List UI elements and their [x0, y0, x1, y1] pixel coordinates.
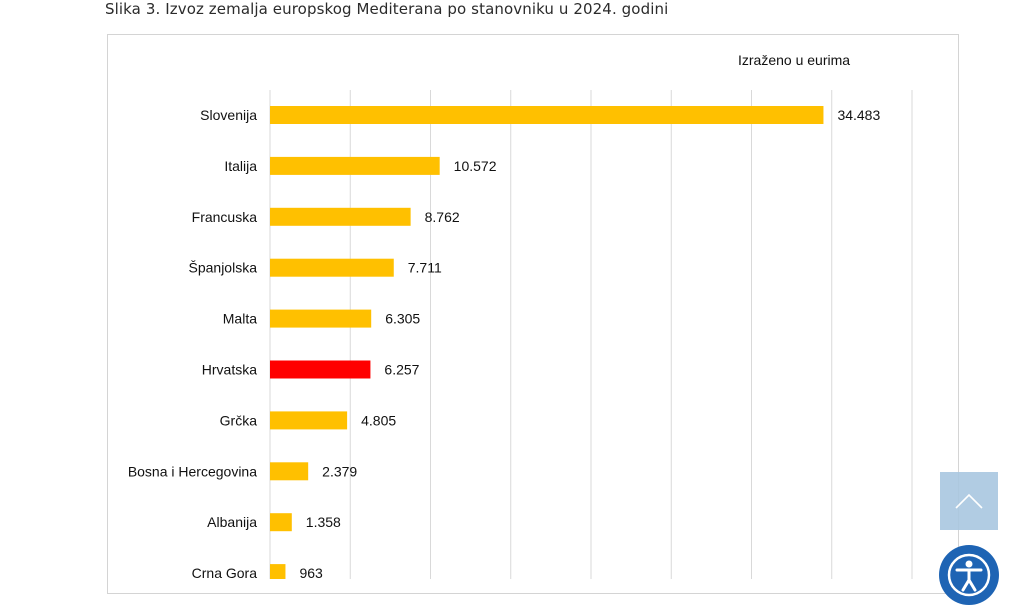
bar-francuska: [270, 207, 411, 226]
value-label: 6.257: [384, 362, 419, 378]
category-label: Albanija: [207, 514, 257, 530]
category-label: Bosna i Hercegovina: [128, 463, 257, 479]
bar-hrvatska: [270, 360, 371, 379]
bar-malta: [270, 309, 372, 328]
value-label: 10.572: [454, 158, 497, 174]
category-label: Italija: [224, 158, 257, 174]
bars: [270, 106, 824, 579]
accessibility-button[interactable]: [939, 545, 999, 605]
accessibility-icon: [947, 553, 991, 597]
category-label: Španjolska: [189, 260, 258, 276]
figure-caption: Slika 3. Izvoz zemalja europskog Mediter…: [105, 0, 669, 18]
bar-bosna-i-hercegovina: [270, 462, 309, 481]
value-label: 6.305: [385, 311, 420, 327]
bar-italija: [270, 156, 440, 175]
bar-crna-gora: [270, 564, 286, 579]
chart-frame: [107, 34, 959, 594]
chevron-up-icon: [955, 493, 983, 509]
category-label: Grčka: [220, 412, 258, 428]
bar-slovenija: [270, 106, 824, 124]
unit-note: Izraženo u eurima: [738, 52, 851, 68]
scroll-to-top-button[interactable]: [940, 472, 998, 530]
grid-lines: [269, 90, 913, 579]
value-label: 8.762: [425, 209, 460, 225]
value-label: 963: [299, 565, 323, 579]
value-label: 2.379: [322, 463, 357, 479]
bar-chart: Slovenija 34.483 Italija 10.572 Francuska 8.7…: [128, 90, 913, 579]
category-label: Francuska: [192, 209, 258, 225]
value-label: 1.358: [306, 514, 341, 530]
category-label: Slovenija: [200, 107, 257, 123]
bar-gr-ka: [270, 411, 348, 430]
value-label: 7.711: [408, 260, 442, 276]
category-label: Hrvatska: [202, 362, 257, 378]
labels: Slovenija 34.483 Italija 10.572 Francuska 8.7…: [128, 107, 881, 579]
bar--panjolska: [270, 258, 394, 277]
bar-albanija: [270, 513, 292, 532]
value-label: 34.483: [837, 107, 880, 123]
category-label: Malta: [223, 311, 257, 327]
value-label: 4.805: [361, 412, 396, 428]
category-label: Crna Gora: [192, 565, 258, 579]
